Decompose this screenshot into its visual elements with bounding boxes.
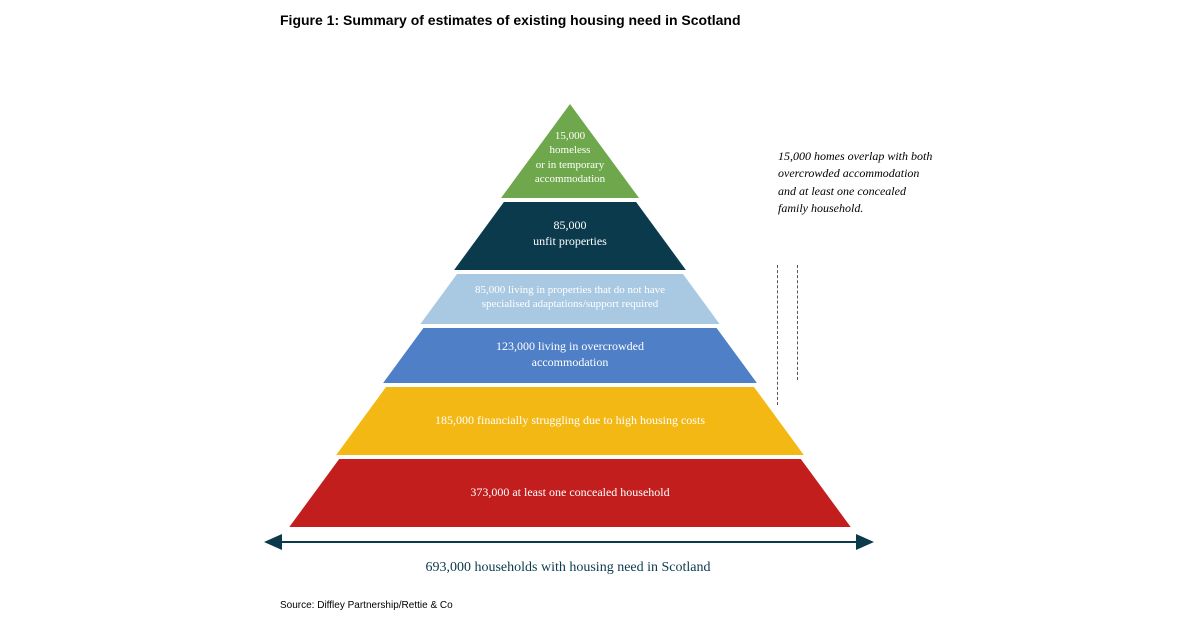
layer-1-shape <box>501 104 639 198</box>
layer-5-shape <box>336 387 804 455</box>
base-summary-label: 693,000 households with housing need in … <box>258 560 878 576</box>
figure-title: Figure 1: Summary of estimates of existi… <box>280 12 741 28</box>
base-arrow-line <box>280 541 858 543</box>
source-line: Source: Diffley Partnership/Rettie & Co <box>280 600 453 611</box>
callout-dash-line-left <box>777 265 778 405</box>
callout-text: 15,000 homes overlap with both overcrowd… <box>778 148 933 218</box>
layer-3-shape <box>420 274 719 324</box>
base-arrow-head-right <box>856 534 874 550</box>
callout-dash-line-right <box>797 265 798 380</box>
layer-6-shape <box>289 459 850 527</box>
layer-4-shape <box>383 328 757 383</box>
layer-2-shape <box>454 202 686 270</box>
